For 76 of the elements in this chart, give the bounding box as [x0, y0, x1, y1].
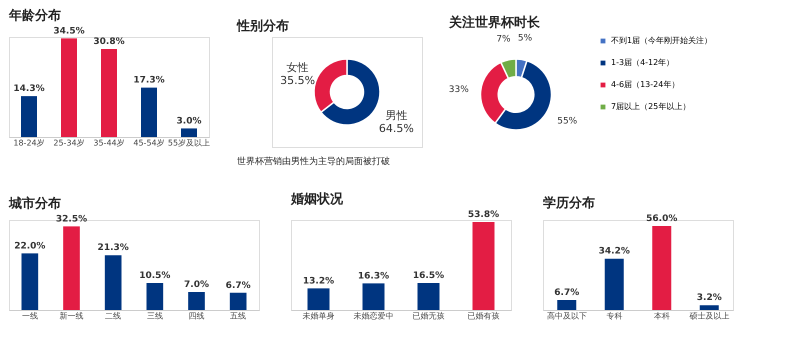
- bar: [652, 226, 672, 310]
- x-tick-label: 新一线: [60, 312, 84, 320]
- x-tick-label: 未婚单身: [302, 312, 334, 320]
- legend-label: 1-3届（4-12年）: [611, 58, 674, 67]
- x-tick-label: 本科: [654, 312, 670, 320]
- x-tick-label: 专科: [606, 312, 622, 320]
- data-label: 6.7%: [226, 280, 251, 291]
- legend-label: 7届以上（25年以上）: [611, 102, 690, 111]
- slice-label: 男性: [385, 109, 408, 122]
- x-tick-label: 高中及以下: [546, 312, 587, 320]
- x-tick-label: 45-54岁: [133, 138, 165, 148]
- data-label: 22.0%: [14, 241, 46, 252]
- bar: [21, 96, 37, 137]
- data-label: 10.5%: [139, 271, 170, 281]
- data-label: 14.3%: [13, 84, 45, 94]
- data-label: 7.0%: [184, 280, 209, 290]
- bar: [101, 49, 117, 137]
- bar: [181, 128, 197, 137]
- bar: [700, 305, 719, 310]
- data-label: 34.5%: [53, 26, 85, 36]
- bar: [472, 222, 494, 310]
- data-label: 21.3%: [98, 243, 129, 254]
- bar: [141, 88, 157, 137]
- data-label: 55%: [557, 116, 578, 127]
- data-label: 53.8%: [468, 210, 500, 220]
- x-tick-label: 已婚有孩: [468, 312, 500, 320]
- data-label: 30.8%: [93, 37, 125, 47]
- legend-label: 4-6届（13-24年）: [611, 80, 680, 89]
- x-tick-label: 三线: [146, 312, 163, 320]
- data-label: 6.7%: [554, 288, 580, 298]
- x-tick-label: 四线: [188, 312, 204, 320]
- slice-label: 女性: [286, 60, 309, 74]
- x-tick-label: 已婚无孩: [412, 312, 444, 320]
- bar: [362, 283, 384, 310]
- data-label: 33%: [448, 85, 470, 96]
- bar: [61, 38, 77, 137]
- bar: [188, 292, 205, 310]
- x-tick-label: 一线: [22, 312, 38, 320]
- data-label: 64.5%: [378, 122, 414, 136]
- chart-title: 婚姻状况: [290, 192, 344, 207]
- x-tick-label: 未婚恋爱中: [354, 312, 394, 320]
- bar: [22, 253, 38, 310]
- data-label: 3.2%: [696, 293, 722, 304]
- bar: [557, 300, 576, 310]
- chart-title: 城市分布: [8, 195, 61, 212]
- bar: [604, 258, 624, 310]
- data-label: 5%: [518, 34, 533, 44]
- x-tick-label: 55岁及以上: [168, 138, 210, 148]
- data-label: 32.5%: [56, 214, 88, 224]
- bar: [230, 292, 246, 310]
- bar: [63, 226, 80, 310]
- x-tick-label: 18-24岁: [13, 138, 45, 148]
- chart-title: 年龄分布: [8, 8, 61, 24]
- legend-label: 不到1届（今年刚开始关注）: [611, 36, 712, 45]
- x-tick-label: 35-44岁: [93, 138, 125, 148]
- data-label: 34.2%: [598, 246, 630, 257]
- chart-title: 性别分布: [236, 19, 289, 34]
- x-tick-label: 25-34岁: [53, 138, 85, 148]
- data-label: 56.0%: [646, 214, 678, 224]
- chart-title: 学历分布: [543, 196, 595, 211]
- x-tick-label: 五线: [230, 312, 246, 320]
- data-label: 7%: [496, 34, 512, 44]
- data-label: 17.3%: [133, 76, 165, 86]
- bar: [308, 288, 330, 310]
- chart-title: 关注世界杯时长: [448, 14, 541, 31]
- x-tick-label: 二线: [105, 312, 122, 320]
- data-label: 3.0%: [176, 116, 202, 126]
- data-label: 35.5%: [280, 74, 316, 87]
- data-label: 13.2%: [302, 276, 334, 286]
- bar: [146, 283, 164, 310]
- text: 世界杯营销由男性为主导的局面被打破: [237, 156, 390, 167]
- x-tick-label: 硕士及以上: [688, 312, 730, 320]
- data-label: 16.3%: [358, 271, 390, 282]
- bar: [418, 283, 440, 310]
- data-label: 16.5%: [412, 271, 444, 281]
- bar: [104, 255, 122, 310]
